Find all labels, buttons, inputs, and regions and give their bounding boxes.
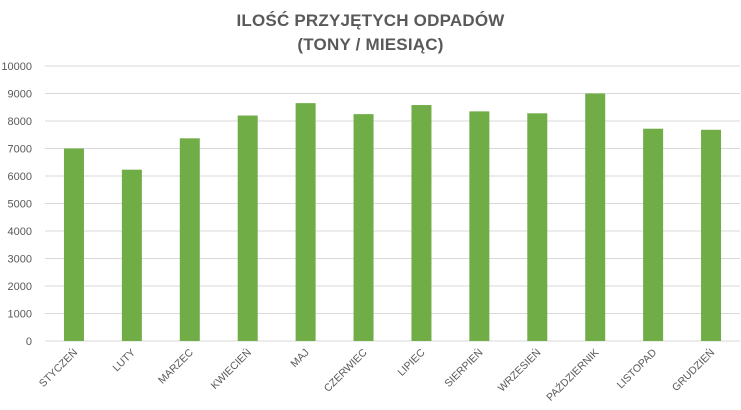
- y-tick-label-0: 0: [26, 336, 32, 348]
- bar-9: [585, 93, 606, 341]
- y-tick-label-1000: 1000: [8, 309, 32, 321]
- bar-2: [179, 138, 200, 341]
- y-tick-label-2000: 2000: [8, 281, 32, 293]
- y-tick-label-4000: 4000: [8, 226, 32, 238]
- y-tick-label-3000: 3000: [8, 254, 32, 266]
- x-tick-label-1: LUTY: [111, 347, 138, 374]
- x-tick-label-9: PAŹDZIERNIK: [544, 346, 602, 404]
- x-tick-label-0: STYCZEŃ: [36, 346, 80, 390]
- chart-title-line-2: (TONY / MIESIĄC): [297, 35, 444, 54]
- x-tick-label-8: WRZESIEŃ: [495, 346, 543, 394]
- bar-11: [701, 129, 722, 341]
- bar-0: [63, 148, 84, 341]
- y-tick-label-9000: 9000: [8, 89, 32, 101]
- bar-10: [643, 128, 664, 341]
- chart-title-line-1: ILOŚĆ PRZYJĘTYCH ODPADÓW: [236, 11, 505, 30]
- y-tick-label-10000: 10000: [1, 61, 32, 73]
- y-tick-label-8000: 8000: [8, 116, 32, 128]
- y-tick-label-6000: 6000: [8, 171, 32, 183]
- x-tick-label-4: MAJ: [288, 347, 311, 370]
- bar-4: [295, 103, 316, 341]
- x-tick-label-11: GRUDZIEŃ: [669, 346, 717, 394]
- x-tick-label-3: KWIECIEŃ: [208, 346, 254, 392]
- x-tick-label-7: SIERPIEŃ: [442, 346, 486, 390]
- bar-5: [353, 114, 374, 341]
- bar-8: [527, 113, 548, 341]
- bar-1: [121, 169, 142, 341]
- x-tick-label-5: CZERWIEC: [322, 346, 370, 394]
- bar-7: [469, 111, 490, 341]
- x-tick-label-6: LIPIEC: [396, 346, 428, 378]
- x-tick-label-10: LISTOPAD: [615, 346, 660, 391]
- y-tick-label-5000: 5000: [8, 199, 32, 211]
- y-tick-label-7000: 7000: [8, 144, 32, 156]
- bar-3: [237, 115, 258, 341]
- bar-6: [411, 105, 432, 341]
- x-tick-label-2: MARZEC: [156, 346, 196, 386]
